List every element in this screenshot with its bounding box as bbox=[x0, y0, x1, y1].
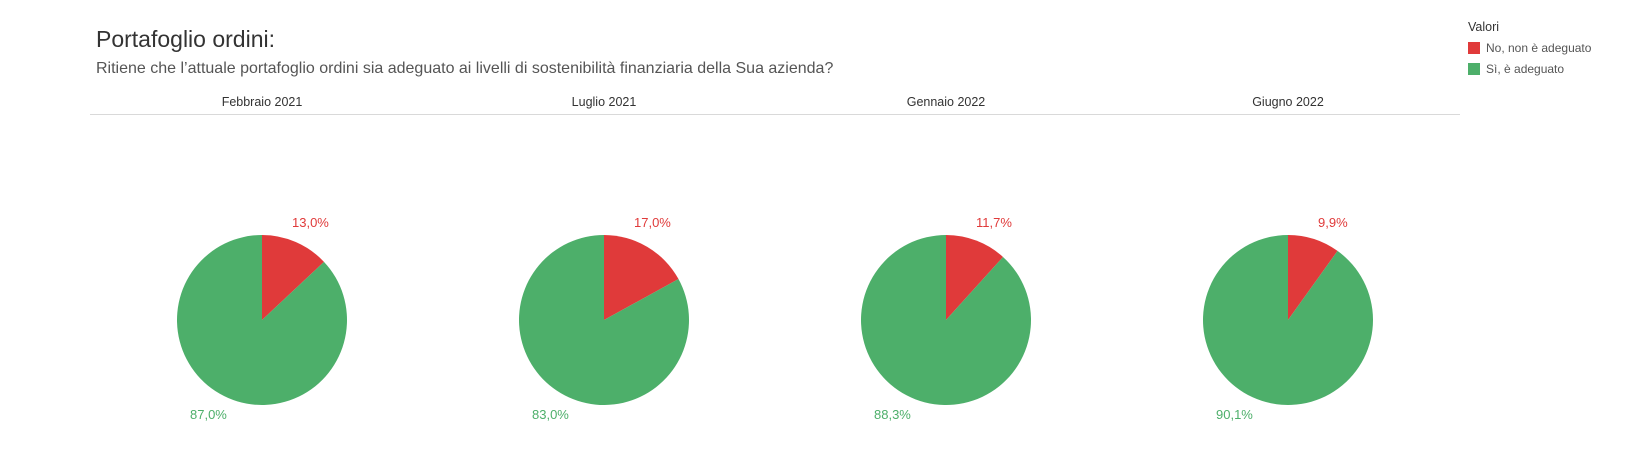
chart-subtitle: Ritiene che l’attuale portafoglio ordini… bbox=[96, 60, 834, 77]
legend-swatch-si bbox=[1468, 62, 1480, 75]
legend-label-si: Sì, è adeguato bbox=[1486, 61, 1565, 76]
pie-slice-2-si[interactable] bbox=[519, 235, 690, 405]
pie-slice-1-no[interactable] bbox=[262, 235, 324, 320]
pie-slice-4-no[interactable] bbox=[1288, 235, 1338, 320]
pie-label-3-si: 88,3% bbox=[874, 407, 911, 422]
legend-label-no: No, non è adeguato bbox=[1486, 40, 1592, 55]
pie-slice-1-si[interactable] bbox=[176, 235, 347, 406]
pie-label-2-si: 83,0% bbox=[532, 407, 569, 422]
pie-label-3-no: 11,7% bbox=[976, 215, 1012, 230]
pie-slice-3-si[interactable] bbox=[861, 235, 1031, 406]
pie-slice-3-no[interactable] bbox=[946, 235, 1004, 320]
pie-label-4-no: 9,9% bbox=[1318, 215, 1348, 230]
panel-label-4: Giugno 2022 bbox=[1252, 95, 1324, 109]
pie-label-2-no: 17,0% bbox=[634, 215, 671, 230]
panel-label-1: Febbraio 2021 bbox=[221, 95, 303, 109]
panel-label-3: Gennaio 2022 bbox=[906, 95, 986, 109]
chart-title: Portafoglio ordini: bbox=[96, 26, 275, 52]
header-divider bbox=[90, 114, 1460, 115]
legend: Valori No, non è adeguato Sì, è adeguato bbox=[1468, 20, 1591, 79]
pie-label-1-si: 87,0% bbox=[190, 407, 227, 422]
legend-item-si[interactable]: Sì, è adeguato bbox=[1468, 58, 1591, 79]
legend-title: Valori bbox=[1468, 20, 1500, 34]
legend-swatch-no bbox=[1468, 41, 1480, 54]
pie-label-1-no: 13,0% bbox=[292, 215, 329, 230]
pie-slice-4-si[interactable] bbox=[1203, 235, 1373, 405]
pie-slice-2-no[interactable] bbox=[604, 235, 679, 320]
legend-item-no[interactable]: No, non è adeguato bbox=[1468, 37, 1591, 58]
panel-label-2: Luglio 2021 bbox=[571, 95, 637, 109]
pie-label-4-si: 90,1% bbox=[1216, 407, 1253, 422]
